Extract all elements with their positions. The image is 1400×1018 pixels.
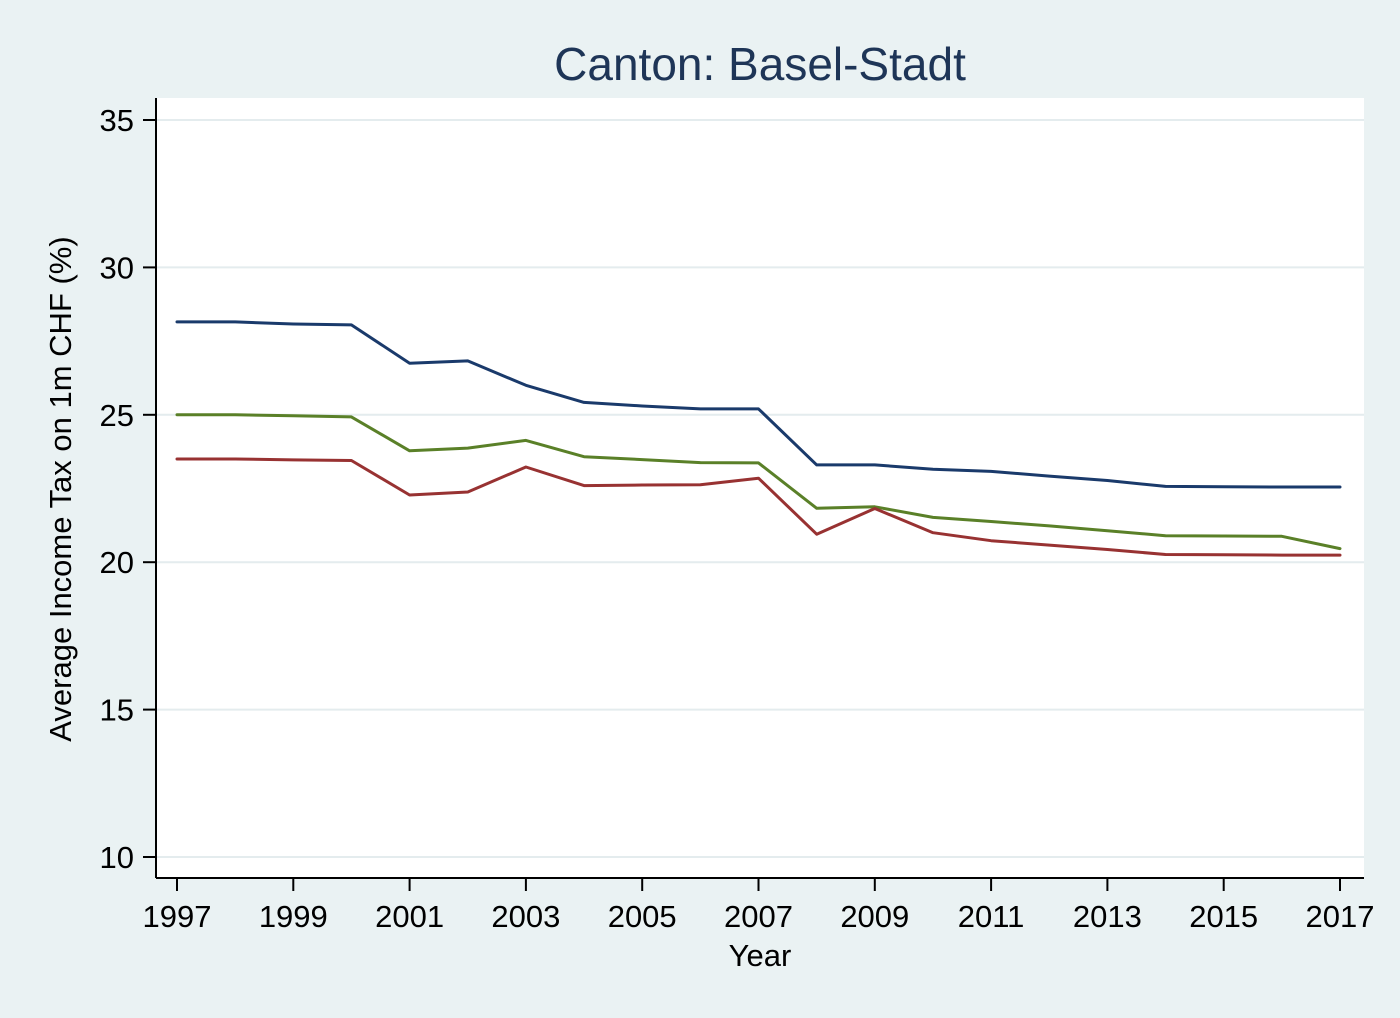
x-tick-label: 2011 — [958, 899, 1025, 934]
x-tick-label: 2003 — [491, 899, 560, 934]
x-tick-label: 2017 — [1306, 899, 1375, 934]
x-tick-label: 2009 — [840, 899, 909, 934]
x-tick-label: 2015 — [1189, 899, 1258, 934]
y-tick-label: 25 — [100, 398, 134, 433]
x-tick-label: 2007 — [724, 899, 793, 934]
plot-area — [156, 98, 1364, 878]
x-tick-label: 1999 — [259, 899, 328, 934]
y-tick-label: 10 — [100, 840, 134, 875]
series-line-3 — [175, 457, 1342, 557]
series-lines — [175, 320, 1342, 557]
y-tick-label: 35 — [100, 103, 134, 138]
y-tick-label: 15 — [100, 693, 134, 728]
x-tick-label: 1997 — [143, 899, 212, 934]
y-tick-label: 20 — [100, 545, 134, 580]
x-tick-label: 2013 — [1073, 899, 1142, 934]
y-axis-title: Average Income Tax on 1m CHF (%) — [43, 236, 78, 741]
x-ticks: 1997 1999 2001 2003 2005 2007 2009 2011 2013 2015… — [143, 878, 1375, 934]
series-line-2 — [175, 413, 1342, 551]
y-ticks: 10 15 20 25 30 35 — [100, 103, 156, 875]
chart-title: Canton: Basel-Stadt — [554, 38, 966, 90]
x-axis-title: Year — [729, 938, 792, 973]
x-tick-label: 2001 — [375, 899, 444, 934]
axes — [155, 98, 1364, 879]
series-line-1 — [175, 320, 1342, 489]
grid-lines — [156, 119, 1364, 858]
x-tick-label: 2005 — [608, 899, 677, 934]
y-tick-label: 30 — [100, 250, 134, 285]
